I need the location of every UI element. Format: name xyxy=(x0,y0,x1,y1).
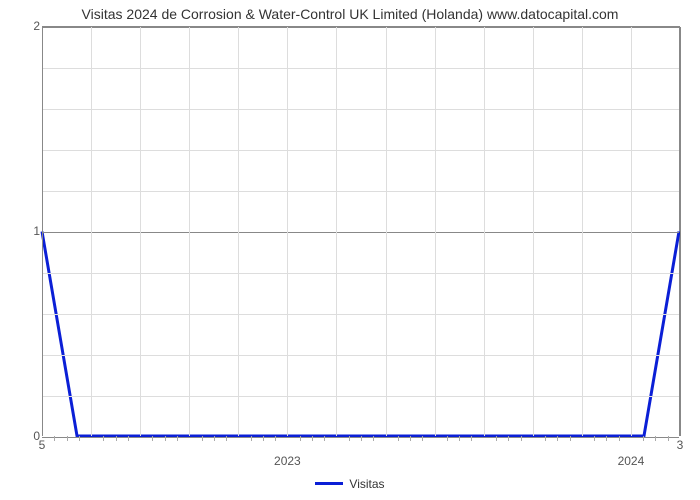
x-major-gridline xyxy=(582,27,583,436)
chart-title: Visitas 2024 de Corrosion & Water-Contro… xyxy=(0,6,700,22)
x-minor-tick xyxy=(349,436,350,441)
x-minor-tick xyxy=(263,436,264,441)
x-minor-tick xyxy=(54,436,55,441)
x-major-gridline xyxy=(631,27,632,436)
y-minor-gridline xyxy=(42,273,679,274)
x-minor-tick xyxy=(103,436,104,441)
x-minor-tick xyxy=(410,436,411,441)
legend: Visitas xyxy=(0,476,700,491)
x-minor-tick xyxy=(447,436,448,441)
legend-label: Visitas xyxy=(349,477,384,491)
x-minor-tick xyxy=(422,436,423,441)
y-minor-gridline xyxy=(42,150,679,151)
x-minor-tick xyxy=(226,436,227,441)
x-minor-tick xyxy=(116,436,117,441)
x-minor-tick xyxy=(471,436,472,441)
y-minor-gridline xyxy=(42,191,679,192)
y-major-gridline xyxy=(42,27,679,28)
x-major-gridline xyxy=(484,27,485,436)
x-minor-tick xyxy=(606,436,607,441)
x-minor-tick xyxy=(496,436,497,441)
x-major-gridline xyxy=(287,27,288,436)
x-minor-tick xyxy=(165,436,166,441)
x-minor-tick xyxy=(508,436,509,441)
y-tick-label: 0 xyxy=(10,429,40,443)
x-major-gridline xyxy=(336,27,337,436)
legend-swatch xyxy=(315,482,343,485)
x-minor-tick xyxy=(557,436,558,441)
x-minor-tick xyxy=(398,436,399,441)
x-major-gridline xyxy=(189,27,190,436)
y-tick-label: 2 xyxy=(10,19,40,33)
x-minor-tick xyxy=(594,436,595,441)
x-minor-tick xyxy=(152,436,153,441)
y-tick-label: 1 xyxy=(10,224,40,238)
x-major-gridline xyxy=(140,27,141,436)
x-major-gridline xyxy=(533,27,534,436)
x-major-gridline xyxy=(91,27,92,436)
y-major-gridline xyxy=(42,232,679,233)
x-minor-tick xyxy=(570,436,571,441)
x-minor-tick xyxy=(312,436,313,441)
x-minor-tick xyxy=(545,436,546,441)
x-minor-tick xyxy=(655,436,656,441)
x-minor-tick xyxy=(619,436,620,441)
x-minor-tick xyxy=(79,436,80,441)
y-minor-gridline xyxy=(42,314,679,315)
x-minor-tick xyxy=(275,436,276,441)
x-year-label: 2024 xyxy=(618,454,645,468)
x-minor-tick xyxy=(521,436,522,441)
x-minor-tick xyxy=(128,436,129,441)
x-minor-tick xyxy=(668,436,669,441)
plot-area xyxy=(42,26,680,436)
x-edge-line xyxy=(42,27,43,436)
x-edge-line xyxy=(680,27,681,436)
visits-chart: Visitas 2024 de Corrosion & Water-Contro… xyxy=(0,0,700,500)
x-major-gridline xyxy=(238,27,239,436)
y-minor-gridline xyxy=(42,355,679,356)
x-minor-tick xyxy=(324,436,325,441)
x-minor-tick xyxy=(67,436,68,441)
x-minor-tick xyxy=(373,436,374,441)
y-minor-gridline xyxy=(42,396,679,397)
x-minor-tick xyxy=(459,436,460,441)
x-minor-tick xyxy=(361,436,362,441)
x-minor-tick xyxy=(177,436,178,441)
x-minor-tick xyxy=(214,436,215,441)
x-minor-tick xyxy=(300,436,301,441)
x-major-gridline xyxy=(435,27,436,436)
x-minor-tick xyxy=(251,436,252,441)
x-major-gridline xyxy=(386,27,387,436)
x-corner-right: 3 xyxy=(677,438,684,452)
y-minor-gridline xyxy=(42,109,679,110)
x-minor-tick xyxy=(202,436,203,441)
x-minor-tick xyxy=(643,436,644,441)
y-minor-gridline xyxy=(42,68,679,69)
x-year-label: 2023 xyxy=(274,454,301,468)
